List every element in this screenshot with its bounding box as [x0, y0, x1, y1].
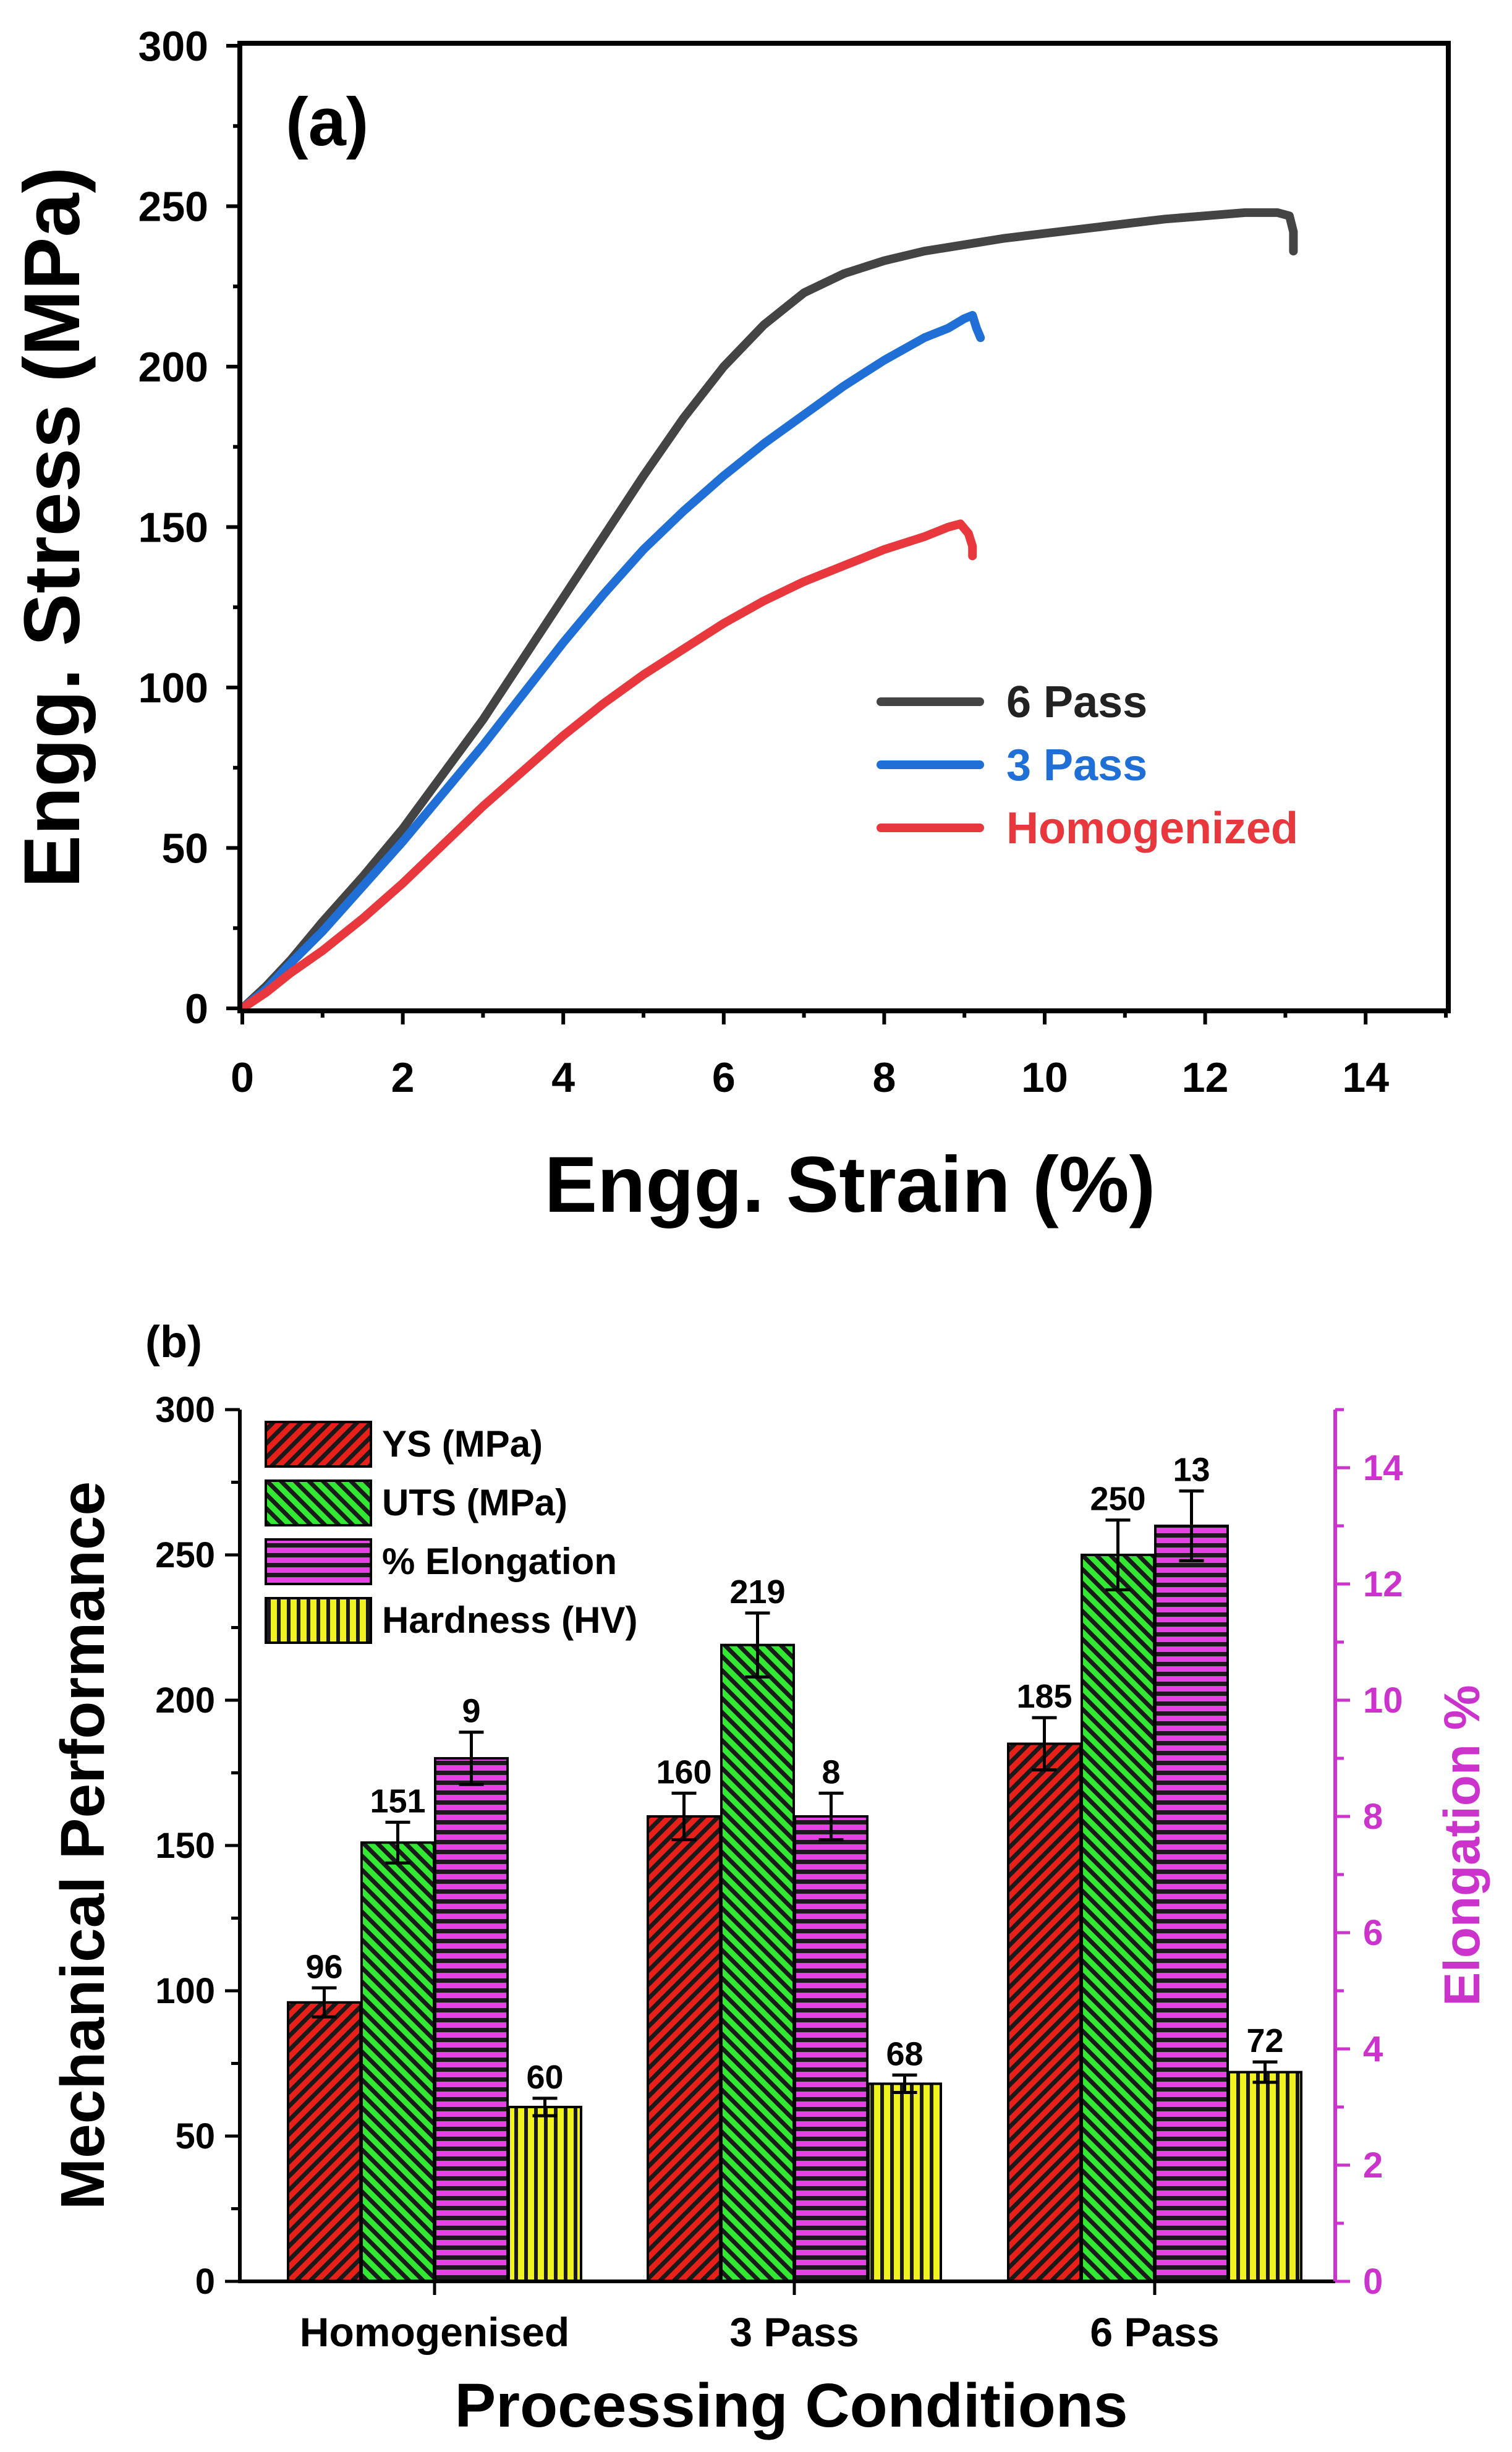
category-labels: Homogenised 3 Pass 6 Pass: [300, 2281, 1220, 2355]
legend-swatch: [265, 1538, 372, 1585]
bar: [647, 1815, 721, 2283]
category-label: 6 Pass: [1090, 2309, 1219, 2355]
bar: [1081, 1554, 1155, 2283]
legend-b: YS (MPa) UTS (MPa) % Elongation Hardness (H…: [265, 1421, 637, 1644]
bar: [360, 1841, 435, 2283]
bar: [508, 2106, 582, 2283]
stress-strain-curves: [238, 208, 1298, 1013]
bar: [434, 1757, 509, 2283]
y-tick-label: 250: [155, 1535, 215, 1575]
x-tick-label: 14: [1342, 1054, 1389, 1101]
left-y-ticks: 0 50 100 150 200 250 300: [155, 1390, 240, 2302]
right-tick-label: 8: [1363, 1797, 1383, 1837]
data-label: 219: [729, 1573, 785, 1611]
x-tick-label: 0: [231, 1054, 254, 1101]
data-label: 250: [1090, 1481, 1145, 1518]
data-label: 185: [1016, 1678, 1072, 1715]
panel-a: 0 2 4 6 8 10 12 14 0 50 100 150 200 250 300 (a) Engg.…: [8, 23, 1451, 1229]
data-label: 68: [886, 2035, 923, 2072]
x-axis-label: Engg. Strain (%): [545, 1141, 1155, 1229]
x-tick-label: 12: [1182, 1054, 1229, 1101]
y-axis-label-b: Mechanical Performance: [48, 1481, 117, 2210]
legend-label-homogenized: Homogenized: [1006, 804, 1298, 853]
bar: [287, 2001, 362, 2283]
y-tick-label: 150: [155, 1826, 215, 1866]
x-tick-label: 10: [1021, 1054, 1068, 1101]
right-tick-label: 12: [1363, 1564, 1403, 1604]
legend-label-6-pass: 6 Pass: [1006, 678, 1147, 727]
y-ticks: 0 50 100 150 200 250 300: [138, 23, 242, 1032]
data-label: 13: [1173, 1452, 1210, 1489]
y-tick-label: 300: [155, 1390, 215, 1430]
series-line-homogenized: [238, 519, 977, 1013]
y-tick-label: 0: [185, 985, 208, 1032]
y-tick-label: 50: [161, 825, 208, 872]
y-tick-label: 150: [138, 504, 208, 551]
legend-swatch: [265, 1421, 372, 1468]
legend-swatch: [265, 1479, 372, 1526]
x-ticks: 0 2 4 6 8 10 12 14: [231, 1008, 1448, 1101]
data-label: 160: [656, 1753, 711, 1790]
y-tick-label: 100: [138, 665, 208, 712]
y-tick-label: 50: [175, 2116, 215, 2156]
legend-swatch: [265, 1597, 372, 1644]
right-tick-label: 0: [1363, 2262, 1383, 2302]
bar: [794, 1815, 869, 2283]
y-axis-label: Engg. Stress (MPa): [8, 167, 96, 888]
series-line-6-pass: [238, 208, 1298, 1013]
legend-label: UTS (MPa): [382, 1482, 567, 1523]
panel-b-label: (b): [145, 1318, 202, 1367]
series-line-3-pass: [238, 311, 985, 1013]
y-tick-label: 250: [138, 184, 208, 231]
data-label: 72: [1246, 2022, 1283, 2059]
legend: 6 Pass 3 Pass Homogenized: [877, 678, 1298, 853]
y-tick-label: 0: [195, 2262, 215, 2302]
y-tick-label: 100: [155, 1971, 215, 2011]
x-tick-label: 6: [712, 1054, 736, 1101]
bar: [1007, 1742, 1082, 2283]
legend-label: Hardness (HV): [382, 1599, 637, 1641]
category-label: Homogenised: [300, 2309, 569, 2355]
data-label: 60: [526, 2059, 563, 2096]
bar-groups: 96 160 185 151 219 250 9 8 13 60 68 72: [287, 1452, 1302, 2283]
x-tick-label: 4: [551, 1054, 575, 1101]
bar: [720, 1643, 795, 2283]
y-tick-label: 300: [138, 23, 208, 70]
right-y-ticks: 0 2 4 6 8 10 12 14: [1335, 1408, 1403, 2302]
legend-label-3-pass: 3 Pass: [1006, 741, 1147, 790]
data-label: 8: [822, 1753, 840, 1790]
y-tick-label: 200: [138, 344, 208, 391]
data-label: 96: [305, 1948, 342, 1985]
right-axis-label-b: Elongation %: [1434, 1685, 1490, 2006]
right-tick-label: 6: [1363, 1913, 1383, 1953]
right-tick-label: 4: [1363, 2029, 1383, 2069]
panel-a-label: (a): [286, 84, 368, 160]
data-label: 151: [370, 1782, 425, 1820]
category-label: 3 Pass: [729, 2309, 859, 2355]
legend-label: YS (MPa): [382, 1423, 543, 1465]
right-tick-label: 10: [1363, 1680, 1403, 1721]
x-tick-label: 8: [872, 1054, 896, 1101]
bar: [1154, 1525, 1229, 2283]
x-tick-label: 2: [391, 1054, 415, 1101]
x-axis-label-b: Processing Conditions: [454, 2371, 1128, 2440]
bar: [867, 2082, 942, 2283]
right-tick-label: 14: [1363, 1448, 1403, 1488]
bar: [1228, 2071, 1302, 2283]
y-tick-label: 200: [155, 1680, 215, 1721]
right-tick-label: 2: [1363, 2145, 1383, 2186]
data-label: 9: [462, 1693, 480, 1730]
legend-label: % Elongation: [382, 1541, 617, 1582]
